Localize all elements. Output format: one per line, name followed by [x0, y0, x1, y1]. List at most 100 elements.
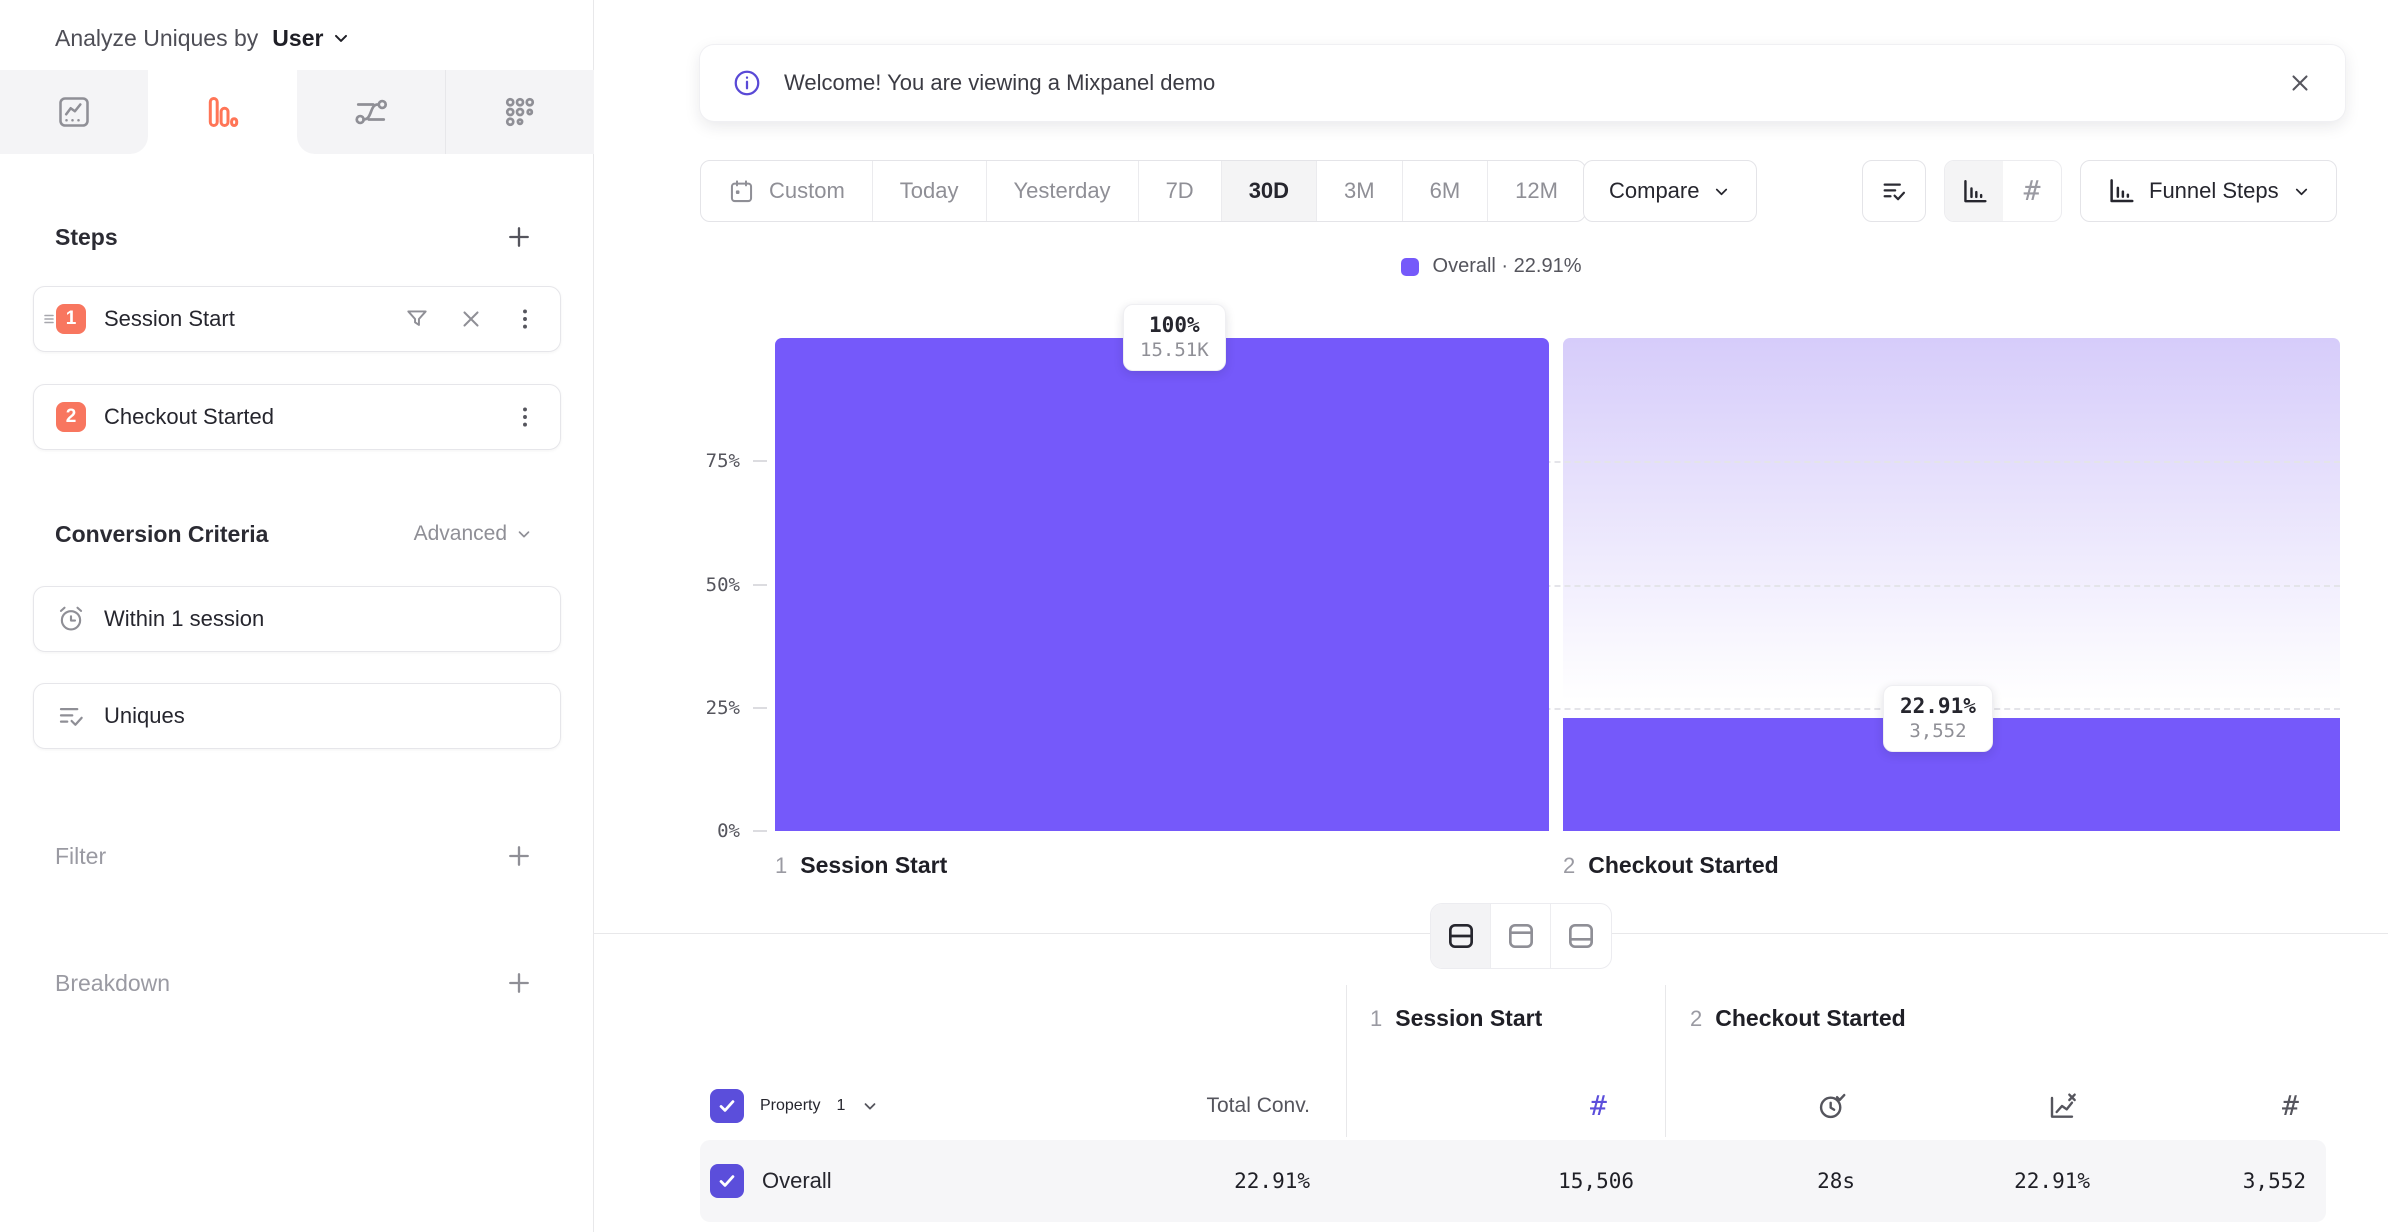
step-card-1[interactable]: 1 Session Start [33, 286, 561, 352]
grid-dots-icon [505, 97, 534, 127]
funnel-chart: 0% 25% 50% 75% 100% 15.51K 22.91% 3,5 [706, 304, 2340, 842]
row-label: Overall [762, 1168, 832, 1193]
analyze-label: Analyze Uniques by [55, 24, 259, 51]
counting-method-card[interactable]: Uniques [33, 683, 561, 749]
cell-total-conv: 22.91% [1234, 1169, 1310, 1193]
step-card-2[interactable]: 2 Checkout Started [33, 384, 561, 450]
date-range-30d[interactable]: 30D [1221, 161, 1318, 221]
date-range-label: Today [899, 178, 959, 203]
compare-button[interactable]: Compare [1583, 160, 1758, 222]
tab-insights[interactable] [0, 70, 149, 154]
steps-title: Steps [55, 223, 118, 250]
conversion-window-value: Within 1 session [104, 606, 265, 631]
layout-table-only-button[interactable] [1551, 904, 1611, 968]
y-tick-0: 0% [717, 820, 740, 842]
date-range-6m[interactable]: 6M [1403, 161, 1489, 221]
y-tickmark [753, 460, 767, 462]
close-icon [463, 311, 479, 327]
dismiss-banner-button[interactable] [2287, 70, 2313, 96]
drag-handle-icon[interactable] [41, 311, 57, 327]
date-range-label: Custom [769, 178, 845, 203]
advanced-dropdown[interactable]: Advanced [414, 522, 533, 546]
funnel-column-2[interactable]: 22.91% 3,552 [1563, 338, 2340, 831]
breakdown-title: Breakdown [55, 969, 171, 996]
number-format-toggle[interactable]: # [2003, 161, 2061, 221]
y-tick-25: 25% [705, 697, 740, 719]
row-checkbox[interactable] [710, 1164, 744, 1198]
analyze-entity-dropdown[interactable]: User [272, 25, 351, 52]
funnel-column-1[interactable]: 100% 15.51K [775, 304, 1549, 831]
report-main-area: Welcome! You are viewing a Mixpanel demo… [594, 0, 2388, 1232]
date-range-12m[interactable]: 12M [1488, 161, 1585, 221]
layout-bottom-icon [1569, 924, 1593, 948]
percent-bars-toggle[interactable] [1945, 161, 2003, 221]
x-axis-step-label-1: 1 Session Start [775, 852, 947, 879]
conversion-window-card[interactable]: Within 1 session [33, 586, 561, 652]
alarm-clock-icon [56, 604, 86, 634]
table-group-header-1: 1 Session Start [1370, 1005, 1542, 1032]
list-check-icon [56, 701, 86, 731]
date-range-yesterday[interactable]: Yesterday [987, 161, 1139, 221]
chevron-down-icon [1716, 188, 1728, 195]
steps-header-row: Steps [55, 215, 533, 259]
date-range-label: 7D [1165, 178, 1194, 203]
add-breakdown-button[interactable] [505, 969, 533, 997]
analyze-uniques-row: Analyze Uniques by User [55, 16, 351, 60]
step-event-name: Checkout Started [104, 404, 274, 429]
tab-retention[interactable] [445, 70, 594, 154]
compare-label: Compare [1609, 178, 1700, 203]
value-format-toggle: # [1944, 160, 2062, 222]
date-range-selector: Custom Today Yesterday 7D 30D 3M 6M 12M [700, 160, 1586, 222]
add-step-button[interactable] [505, 223, 533, 251]
step-number-badge: 2 [56, 402, 86, 432]
table-row-overall[interactable]: Overall 22.91% 15,506 28s 22.91% 3,552 [700, 1140, 2326, 1222]
select-all-checkbox[interactable] [710, 1089, 744, 1123]
chevron-down-icon [335, 34, 348, 42]
clock-check-icon [1819, 1093, 1846, 1119]
time-to-convert-column-header[interactable] [1816, 1086, 1848, 1126]
date-range-custom[interactable]: Custom [701, 161, 873, 221]
date-range-label: 3M [1344, 178, 1375, 203]
layout-chart-only-button[interactable] [1491, 904, 1551, 968]
tab-flows[interactable] [296, 70, 446, 154]
cell-avg-time: 28s [1817, 1169, 1855, 1193]
hash-icon: # [2023, 174, 2041, 207]
step-name: Checkout Started [1588, 852, 1779, 878]
count-column-header-2[interactable]: # [2282, 1086, 2299, 1126]
breakdown-header-row: Breakdown [55, 961, 533, 1005]
filter-title: Filter [55, 842, 107, 869]
bar-value-label-2: 22.91% 3,552 [1883, 685, 1993, 752]
funnel-bar-session-start[interactable] [775, 338, 1549, 831]
property-dropdown[interactable] [861, 1097, 879, 1115]
layout-split-button[interactable] [1431, 904, 1491, 968]
table-column-divider [1346, 985, 1347, 1137]
tab-funnels[interactable] [148, 70, 297, 154]
date-range-3m[interactable]: 3M [1317, 161, 1403, 221]
conv-rate-column-header[interactable] [2046, 1086, 2078, 1126]
funnel-view-label: Funnel Steps [2149, 178, 2279, 203]
remove-step-button[interactable] [458, 306, 484, 332]
date-range-label: 30D [1248, 178, 1290, 203]
count-column-header[interactable]: # [1590, 1086, 1607, 1126]
step-options-button[interactable] [512, 306, 538, 332]
y-tickmark [753, 707, 767, 709]
layout-split-icon [1448, 924, 1473, 948]
metric-toggle-button[interactable] [1862, 160, 1926, 222]
bar-count: 3,552 [1909, 720, 1967, 742]
date-range-label: 12M [1515, 178, 1558, 203]
flows-icon [355, 99, 387, 125]
date-range-today[interactable]: Today [873, 161, 987, 221]
gridline-50 [775, 585, 2340, 587]
calendar-icon [730, 179, 753, 202]
filter-step-button[interactable] [404, 306, 430, 332]
hash-icon: # [2282, 1089, 2299, 1122]
step-number: 2 [1563, 853, 1576, 878]
add-filter-button[interactable] [505, 842, 533, 870]
funnel-view-dropdown[interactable]: Funnel Steps [2080, 160, 2337, 222]
bar-count: 15.51K [1140, 339, 1209, 361]
step-options-button[interactable] [512, 404, 538, 430]
property-number: 1 [836, 1097, 846, 1114]
conversion-criteria-title: Conversion Criteria [55, 520, 269, 547]
date-range-7d[interactable]: 7D [1139, 161, 1222, 221]
